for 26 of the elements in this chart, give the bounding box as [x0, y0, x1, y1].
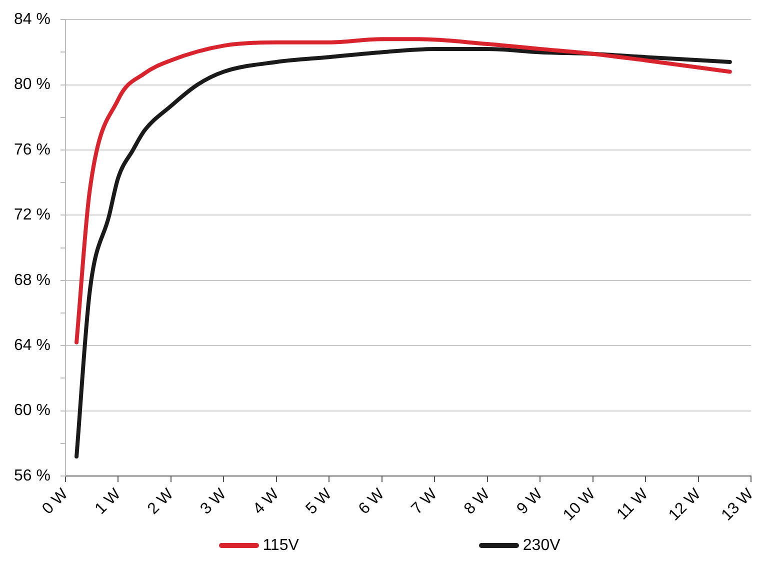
x-tick-label: 6 W	[356, 485, 388, 518]
legend-label: 230V	[522, 536, 560, 554]
x-tick-label: 9 W	[514, 485, 547, 518]
y-tick-label: 64 %	[14, 337, 50, 354]
x-tick-label: 13 W	[718, 485, 758, 524]
x-tick-label: 4 W	[250, 485, 283, 518]
line-series	[74, 46, 732, 458]
y-tick-label: 84 %	[14, 11, 50, 28]
y-tick-label: 80 %	[14, 76, 50, 94]
x-tick-label: 2 W	[144, 485, 178, 518]
x-tick-label: 10 W	[560, 485, 600, 524]
x-tick-label: 8 W	[461, 485, 494, 518]
y-tick-label: 60 %	[14, 402, 50, 420]
x-tick-label: 3 W	[197, 485, 230, 518]
line-series	[74, 37, 732, 344]
y-tick-label: 68 %	[14, 272, 50, 289]
x-tick-label: 11 W	[614, 485, 652, 524]
x-tick-label: 0 W	[39, 485, 72, 518]
x-tick-label: 1 W	[92, 485, 125, 518]
x-tick-label: 5 W	[302, 485, 336, 518]
x-tick-label: 7 W	[408, 485, 442, 518]
legend-label: 115V	[262, 536, 299, 554]
y-tick-label: 72 %	[14, 206, 50, 224]
x-tick-label: 12 W	[666, 485, 705, 524]
y-tick-label: 56 %	[14, 467, 50, 484]
y-tick-label: 76 %	[14, 141, 50, 158]
